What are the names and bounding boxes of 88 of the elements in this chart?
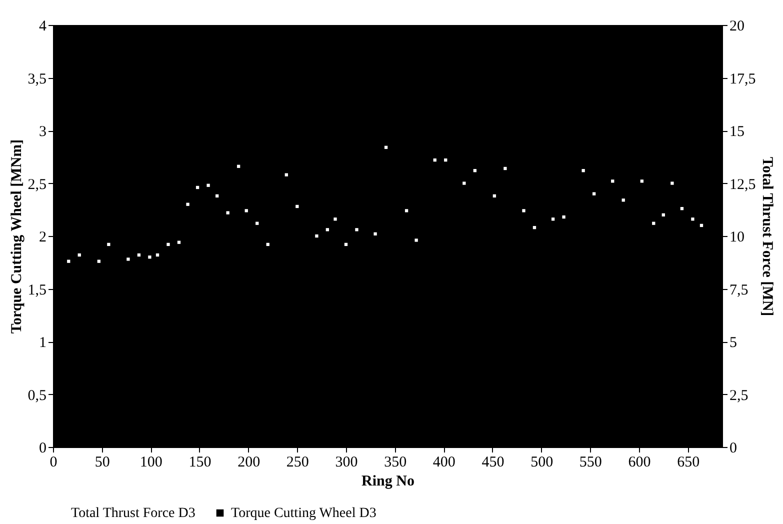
text: Total Thrust Force D3 — [71, 506, 196, 521]
point — [691, 218, 694, 221]
point — [284, 173, 288, 176]
point — [126, 258, 130, 261]
point — [244, 209, 248, 212]
y-tick-label: 1 — [39, 335, 46, 351]
x-tick-label: 0 — [50, 454, 58, 470]
point — [532, 226, 536, 230]
y2-tick-label: 10 — [730, 230, 744, 246]
y2-tick-label: 2,5 — [730, 388, 748, 404]
point — [344, 242, 348, 246]
point — [551, 218, 555, 221]
x-tick-label: 300 — [335, 454, 358, 470]
point — [107, 242, 110, 246]
y-tick-label: 0,5 — [28, 388, 46, 404]
point — [433, 158, 436, 162]
point — [504, 166, 507, 170]
point — [67, 260, 70, 263]
x-tick-label: 450 — [482, 454, 504, 470]
point — [97, 260, 100, 263]
y2-tick-label: 20 — [730, 18, 744, 34]
point — [662, 213, 665, 216]
point — [611, 180, 614, 183]
y2-tick-label: 7,5 — [730, 282, 748, 298]
y2-tick-label: 0 — [730, 440, 737, 456]
point — [680, 206, 684, 210]
point — [652, 222, 656, 225]
x-tick-label: 600 — [628, 454, 651, 470]
point — [266, 242, 270, 246]
x-tick-label: 100 — [140, 454, 162, 470]
x-tick-label: 400 — [432, 454, 456, 470]
point — [414, 238, 418, 242]
point — [582, 169, 585, 172]
point — [334, 218, 337, 221]
x-tick-label: 150 — [188, 454, 212, 470]
point — [326, 228, 330, 232]
point — [404, 209, 408, 212]
y2-tick-label: 15 — [730, 124, 744, 140]
point — [640, 180, 644, 183]
y-tick-label: 1,5 — [28, 282, 46, 298]
point — [384, 146, 388, 149]
x-tick-label: 350 — [384, 454, 407, 470]
point — [215, 194, 219, 198]
y-tick-label: 3,5 — [28, 71, 46, 88]
x-tick-label: 250 — [286, 454, 309, 470]
point — [137, 253, 141, 257]
point — [156, 253, 160, 257]
point — [444, 158, 448, 162]
y-tick-label: 0 — [39, 440, 46, 456]
point — [355, 228, 358, 232]
point — [462, 182, 466, 185]
point — [78, 253, 81, 257]
x-tick-label: 50 — [94, 454, 110, 470]
point — [166, 242, 170, 246]
y2-tick-label: 12,5 — [730, 176, 756, 193]
point — [196, 186, 200, 190]
y-axis-title: Torque Cutting Wheel [MNm] — [8, 139, 25, 334]
point — [492, 194, 496, 198]
point — [562, 215, 566, 219]
point — [592, 192, 596, 196]
y-tick-label: 3 — [39, 124, 46, 140]
point — [226, 211, 230, 214]
y2-axis-title: Total Thrust Force [MN] — [758, 156, 775, 316]
x-tick-label: 200 — [238, 454, 260, 470]
x-tick-label: 550 — [579, 454, 602, 470]
point — [374, 232, 377, 236]
y-tick-label: 4 — [39, 18, 47, 34]
point — [700, 224, 704, 228]
point — [236, 164, 240, 168]
x-tick-label: 500 — [530, 454, 554, 470]
y-tick-label: 2,5 — [28, 176, 46, 193]
y2-tick-label: 17,5 — [730, 71, 756, 88]
x-axis-title: Ring No — [362, 474, 414, 490]
point — [315, 234, 318, 238]
point — [148, 256, 152, 259]
point — [256, 222, 259, 225]
point — [296, 204, 299, 208]
point — [622, 198, 625, 202]
point — [177, 240, 181, 244]
x-tick-label: 650 — [677, 454, 700, 470]
y2-tick-label: 5 — [730, 335, 737, 351]
point — [522, 209, 526, 212]
point — [206, 184, 210, 187]
point — [186, 202, 190, 206]
point — [473, 169, 476, 172]
y-tick-label: 2 — [39, 230, 46, 246]
legend-label: Torque Cutting Wheel D3 — [231, 506, 376, 521]
point — [670, 182, 674, 185]
